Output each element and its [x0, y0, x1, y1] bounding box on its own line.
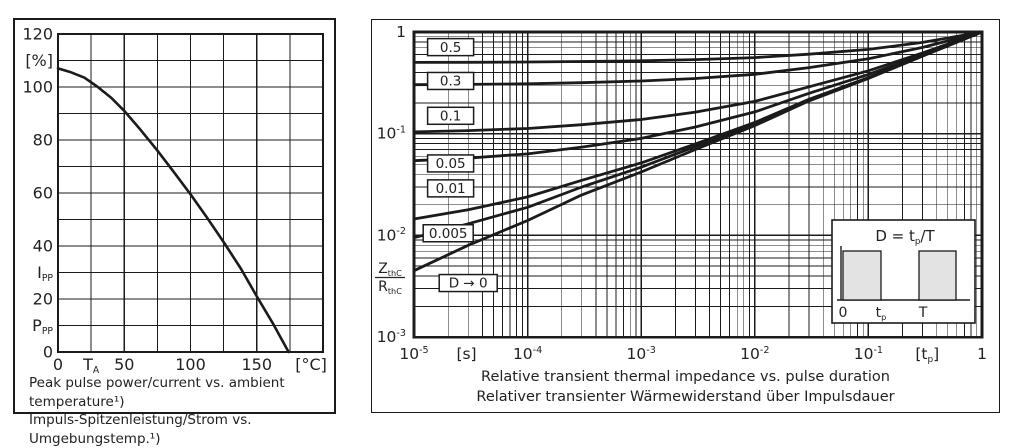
x-axis-unit-label: [tp]: [915, 345, 939, 365]
x-tick-label: 0: [53, 355, 63, 374]
y-tick-label: PPP: [32, 316, 53, 337]
thermal-impedance-chart-panel: 0.5 0.3 0.1 0.05 0.01 0.005 D → 0 1 10-1 10-2 10-3…: [371, 19, 1000, 413]
y-tick-label: 10-1: [377, 125, 406, 143]
fraction-numerator: ZthC: [378, 261, 402, 278]
left-caption-line-de: Impuls-Spitzenleistung/Strom vs. Umgebun…: [29, 412, 252, 447]
axis-labels: 110-110-210-310-5 10-4 10-3 10-2 10-1 1[s] [tp…: [377, 23, 987, 365]
peak-pulse-chart-panel: 120 [%] 100 80 60 40 IPP 20 PPP 0 0 TA 50 100 150 [°C] …: [13, 18, 336, 447]
x-tick-label: [°C]: [295, 355, 327, 374]
curve-label-box: [426, 179, 475, 198]
y-tick-label: 60: [33, 184, 53, 203]
y-tick-label: [%]: [25, 51, 53, 70]
x-tick-label: 10-1: [854, 345, 883, 363]
plot-border: [412, 30, 984, 339]
curve-label-box: [438, 273, 498, 293]
inset-labels: D = tp/T 0 tp T: [839, 227, 936, 322]
x-tick-label: 10-5: [399, 345, 428, 363]
fraction-denominator: RthC: [378, 279, 402, 296]
y-tick-label: 10-3: [377, 328, 406, 346]
thermal-curve-D-0.3: [412, 30, 984, 87]
right-caption-line-en: Relative transient thermal impedance vs.…: [481, 369, 890, 385]
y-tick-label: 80: [33, 131, 53, 150]
inset-pulse-1: [842, 250, 882, 301]
inset-formula: D = tp/T: [875, 227, 935, 247]
x-axis-unit-label: [s]: [456, 345, 476, 363]
y-tick-label: 120: [22, 25, 53, 44]
x-tick-label: 100: [175, 355, 206, 374]
x-tick-label: 50: [114, 355, 134, 374]
x-tick-label: TA: [82, 355, 100, 374]
curve-label-box: [426, 71, 475, 91]
inset-label-0: 0: [839, 305, 848, 321]
right-chart-caption: Relative transient thermal impedance vs.…: [372, 368, 999, 407]
thermal-curve-D-0.05: [412, 30, 984, 163]
derating-curve: [56, 67, 290, 354]
thermal-curve-D-0.5: [412, 30, 984, 64]
x-tick-label: 1: [977, 345, 987, 363]
curve-label-box: [426, 154, 475, 173]
curve-label: D → 0: [449, 276, 488, 292]
x-tick-label: 150: [241, 355, 272, 374]
y-tick-label: 10-2: [377, 226, 406, 244]
curve-label: 0.005: [429, 226, 468, 242]
plot-border: [56, 32, 325, 354]
x-tick-label: 10-4: [513, 345, 542, 363]
duty-cycle-inset: D = tp/T 0 tp T: [831, 219, 976, 324]
curve-label-box: [422, 223, 474, 243]
y-tick-label: 100: [22, 78, 53, 97]
right-caption-line-de: Relativer transienter Wärmewiderstand üb…: [476, 388, 895, 405]
curve-labels: 0.5 0.3 0.1 0.05 0.01 0.005 D → 0: [422, 37, 498, 293]
curve-label: 0.05: [436, 156, 466, 172]
thermal-curve-D-0.1: [412, 30, 984, 134]
y-tick-label: 0: [43, 343, 53, 362]
x-tick-label: 10-2: [740, 345, 769, 363]
x-tick-label: 10-3: [627, 345, 656, 363]
curve-label: 0.1: [440, 108, 461, 124]
inset-label-tp: tp: [876, 305, 887, 322]
curve-label: 0.01: [436, 181, 466, 197]
inset-pulse-2: [918, 250, 957, 301]
curve-label-box: [426, 37, 475, 57]
y-tick-label: 40: [33, 237, 53, 256]
left-chart-caption: Peak pulse power/current vs. ambient tem…: [15, 374, 334, 448]
curve-label: 0.5: [440, 40, 461, 56]
y-tick-label: IPP: [37, 263, 53, 284]
y-tick-label: 1: [396, 23, 406, 41]
thermal-curve-D-0: [412, 30, 984, 273]
y-tick-label: 20: [33, 290, 53, 309]
left-caption-line-en: Peak pulse power/current vs. ambient tem…: [29, 375, 285, 410]
thermal-impedance-chart: 0.5 0.3 0.1 0.05 0.01 0.005 D → 0 1 10-1 10-2 10-3…: [375, 23, 987, 365]
inset-label-T: T: [918, 305, 928, 321]
curve-label-box: [426, 106, 475, 126]
curve-label: 0.3: [440, 74, 461, 90]
